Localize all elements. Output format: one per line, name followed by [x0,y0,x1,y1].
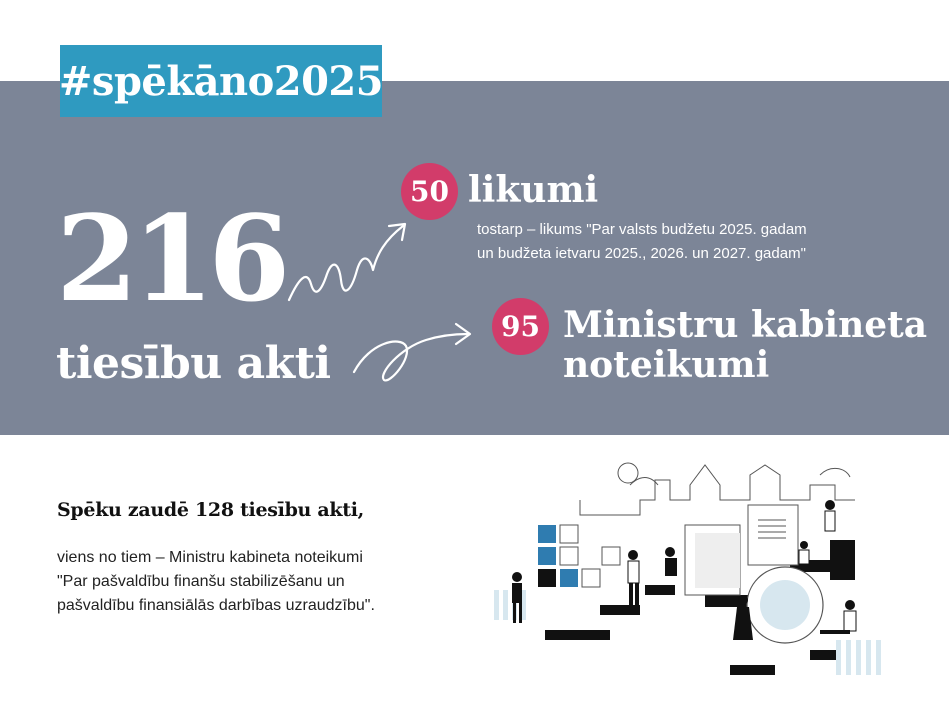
people-illustration [494,462,881,675]
regulations-count-badge: 95 [492,298,549,355]
repealed-text-line: viens no tiem – Ministru kabineta noteik… [57,549,363,566]
regulations-label-line: Ministru kabineta [563,304,928,346]
laws-note: tostarp – likums "Par valsts budžetu 202… [477,218,807,266]
magnifier-circle [746,566,824,644]
zigzag-arrow-icon [287,222,407,302]
regulations-label: Ministru kabineta noteikumi [563,305,927,386]
total-acts-number: 216 [56,189,290,328]
tile-grid [538,524,621,588]
repealed-title: Spēku zaudē 128 tiesību akti, [57,499,364,521]
repealed-text-line: pašvaldību finansiālās darbības uzraudzī… [57,597,375,614]
summary-band [0,81,949,435]
loop-arrow-icon [352,322,472,382]
regulations-label-line: noteikumi [563,344,770,387]
documents [684,504,799,596]
laws-count-badge: 50 [401,163,458,220]
repealed-text-line: "Par pašvaldību finanšu stabilizēšanu un [57,573,345,590]
laws-label: likumi [468,169,599,211]
laws-note-line: tostarp – likums "Par valsts budžetu 202… [477,221,807,238]
repealed-text: viens no tiem – Ministru kabineta noteik… [57,546,375,618]
hashtag-label: #spēkāno2025 [59,45,384,117]
total-acts-label: tiesību akti [56,338,331,389]
cityscape-outline [579,462,855,516]
people [512,500,857,640]
laws-note-line: un budžeta ietvaru 2025., 2026. un 2027.… [477,245,806,262]
